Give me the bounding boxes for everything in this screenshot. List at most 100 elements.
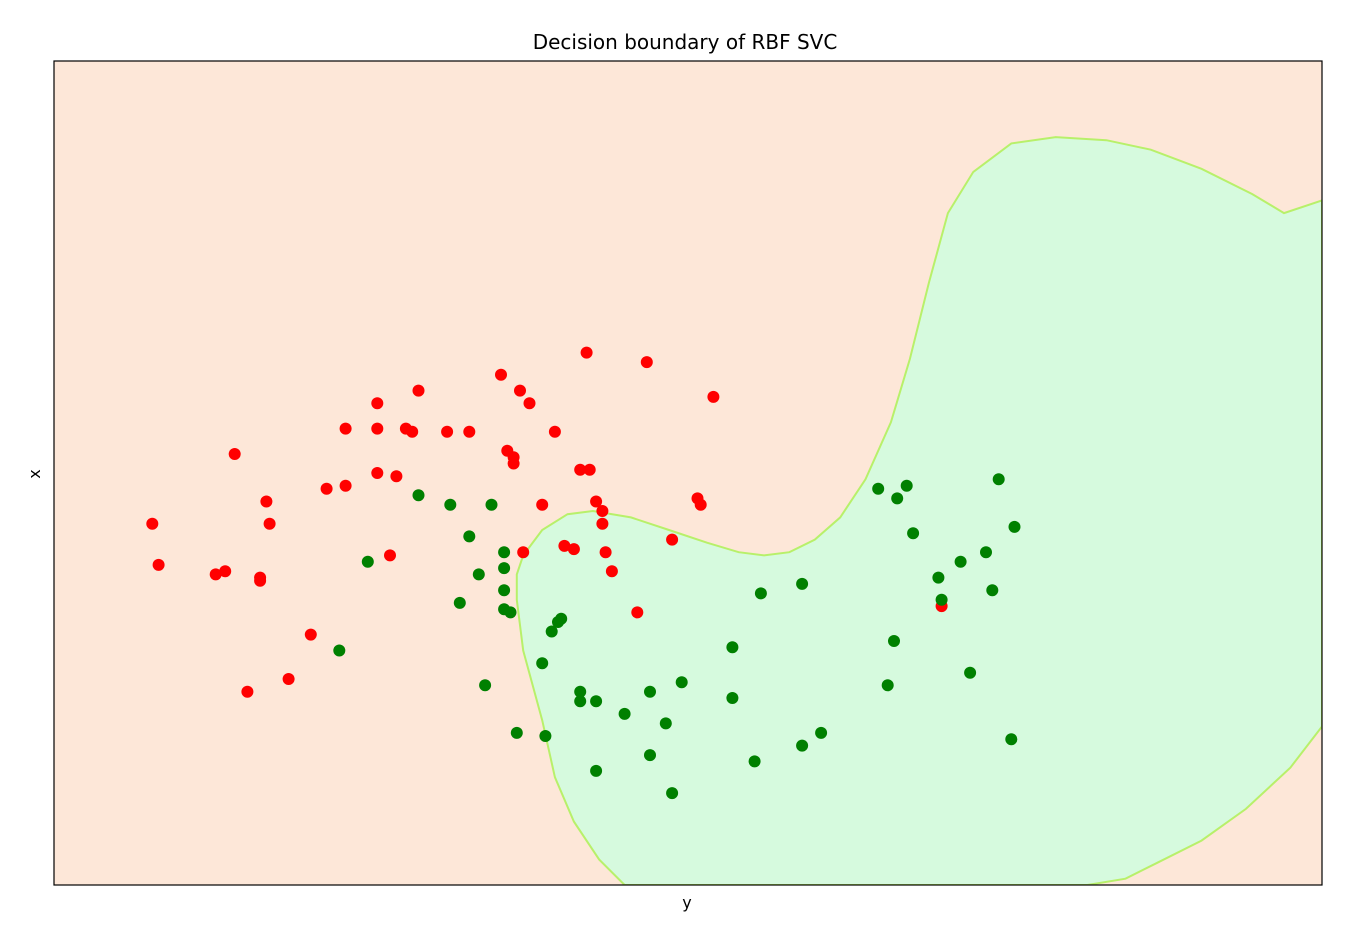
- point-class-1-14: [510, 726, 523, 739]
- point-class-0-39: [590, 495, 603, 508]
- point-class-0-13: [339, 422, 352, 435]
- point-class-1-45: [954, 555, 967, 568]
- point-class-0-45: [631, 606, 644, 619]
- point-class-1-46: [964, 666, 977, 679]
- point-class-1-40: [907, 527, 920, 540]
- point-class-0-24: [463, 425, 476, 438]
- chart-title: Decision boundary of RBF SVC: [533, 30, 838, 54]
- point-class-0-31: [517, 546, 530, 559]
- point-class-1-17: [545, 625, 558, 638]
- point-class-1-22: [590, 695, 603, 708]
- region-class-1: [515, 136, 1322, 885]
- point-class-1-34: [796, 739, 809, 752]
- point-class-1-36: [796, 577, 809, 590]
- point-class-1-33: [754, 587, 767, 600]
- point-class-0-19: [390, 470, 403, 483]
- plot-area: [53, 60, 1323, 886]
- point-class-1-21: [574, 695, 587, 708]
- point-class-1-39: [872, 482, 885, 495]
- point-class-0-3: [241, 685, 254, 698]
- point-class-0-5: [263, 517, 276, 530]
- point-class-1-29: [644, 749, 656, 762]
- point-class-1-23: [590, 764, 603, 777]
- point-class-1-0: [412, 489, 425, 502]
- point-class-1-3: [463, 530, 476, 543]
- point-class-1-16: [539, 730, 552, 742]
- point-class-0-26: [514, 384, 526, 397]
- point-class-1-12: [498, 546, 511, 559]
- point-class-1-48: [986, 584, 999, 597]
- point-class-1-47: [980, 546, 992, 559]
- point-class-0-8: [219, 565, 232, 578]
- point-class-1-49: [992, 473, 1005, 486]
- point-class-1-31: [726, 692, 739, 704]
- x-axis-label: y: [682, 893, 691, 912]
- scatter-points: [146, 346, 1021, 800]
- point-class-1-42: [881, 679, 894, 692]
- point-class-0-10: [282, 673, 295, 685]
- point-class-0-21: [406, 425, 419, 438]
- point-class-1-6: [453, 596, 466, 609]
- point-class-0-14: [339, 479, 352, 492]
- point-class-0-33: [548, 425, 561, 438]
- point-class-0-40: [596, 517, 609, 530]
- point-class-0-44: [640, 356, 653, 369]
- point-class-0-43: [605, 565, 618, 578]
- plot-frame: [53, 60, 1323, 886]
- point-class-0-18: [384, 549, 396, 562]
- point-class-0-2: [228, 448, 241, 460]
- point-class-0-47: [707, 390, 720, 403]
- point-class-1-50: [1008, 520, 1021, 533]
- point-class-1-44: [932, 571, 945, 584]
- point-class-0-29: [523, 397, 536, 410]
- point-class-1-25: [644, 685, 656, 698]
- point-class-0-11: [304, 628, 317, 641]
- point-class-1-5: [472, 568, 485, 581]
- point-class-0-1: [152, 558, 165, 571]
- point-class-1-9: [498, 584, 511, 597]
- point-class-1-8: [479, 679, 492, 692]
- point-class-0-4: [260, 495, 273, 508]
- point-class-0-32: [536, 498, 549, 511]
- point-class-0-17: [371, 397, 384, 410]
- point-class-1-37: [891, 492, 904, 505]
- point-class-1-28: [666, 787, 679, 800]
- point-class-1-26: [659, 717, 672, 730]
- point-class-1-1: [444, 498, 457, 511]
- point-class-0-16: [371, 422, 384, 435]
- point-class-1-43: [888, 635, 900, 647]
- point-class-0-38: [580, 346, 593, 359]
- point-class-1-51: [1005, 733, 1018, 746]
- point-class-1-24: [618, 707, 631, 720]
- point-class-0-7: [254, 574, 267, 587]
- point-class-1-19: [555, 612, 568, 625]
- point-class-0-25: [495, 368, 507, 381]
- point-class-0-0: [146, 517, 159, 530]
- point-class-0-30: [507, 457, 520, 470]
- point-class-1-41: [935, 593, 948, 606]
- point-class-1-20: [574, 685, 587, 698]
- point-class-0-42: [599, 546, 612, 559]
- point-class-0-37: [583, 463, 596, 476]
- point-class-0-46: [666, 533, 679, 546]
- point-class-0-22: [412, 384, 425, 397]
- point-class-0-12: [320, 482, 333, 495]
- point-class-0-23: [441, 425, 454, 438]
- point-class-0-34: [558, 539, 571, 552]
- point-class-1-11: [504, 606, 517, 619]
- point-class-1-15: [536, 657, 549, 670]
- point-class-1-4: [361, 555, 374, 568]
- point-class-1-32: [748, 755, 761, 768]
- point-class-1-7: [333, 644, 346, 657]
- point-class-0-9: [209, 568, 222, 581]
- point-class-1-35: [815, 726, 828, 739]
- point-class-0-15: [371, 467, 384, 479]
- point-class-1-30: [726, 641, 739, 654]
- y-axis-label: x: [25, 469, 44, 478]
- point-class-0-49: [694, 498, 707, 511]
- point-class-0-41: [596, 505, 609, 517]
- point-class-1-13: [498, 562, 511, 575]
- point-class-0-36: [574, 463, 587, 476]
- point-class-1-38: [900, 479, 913, 492]
